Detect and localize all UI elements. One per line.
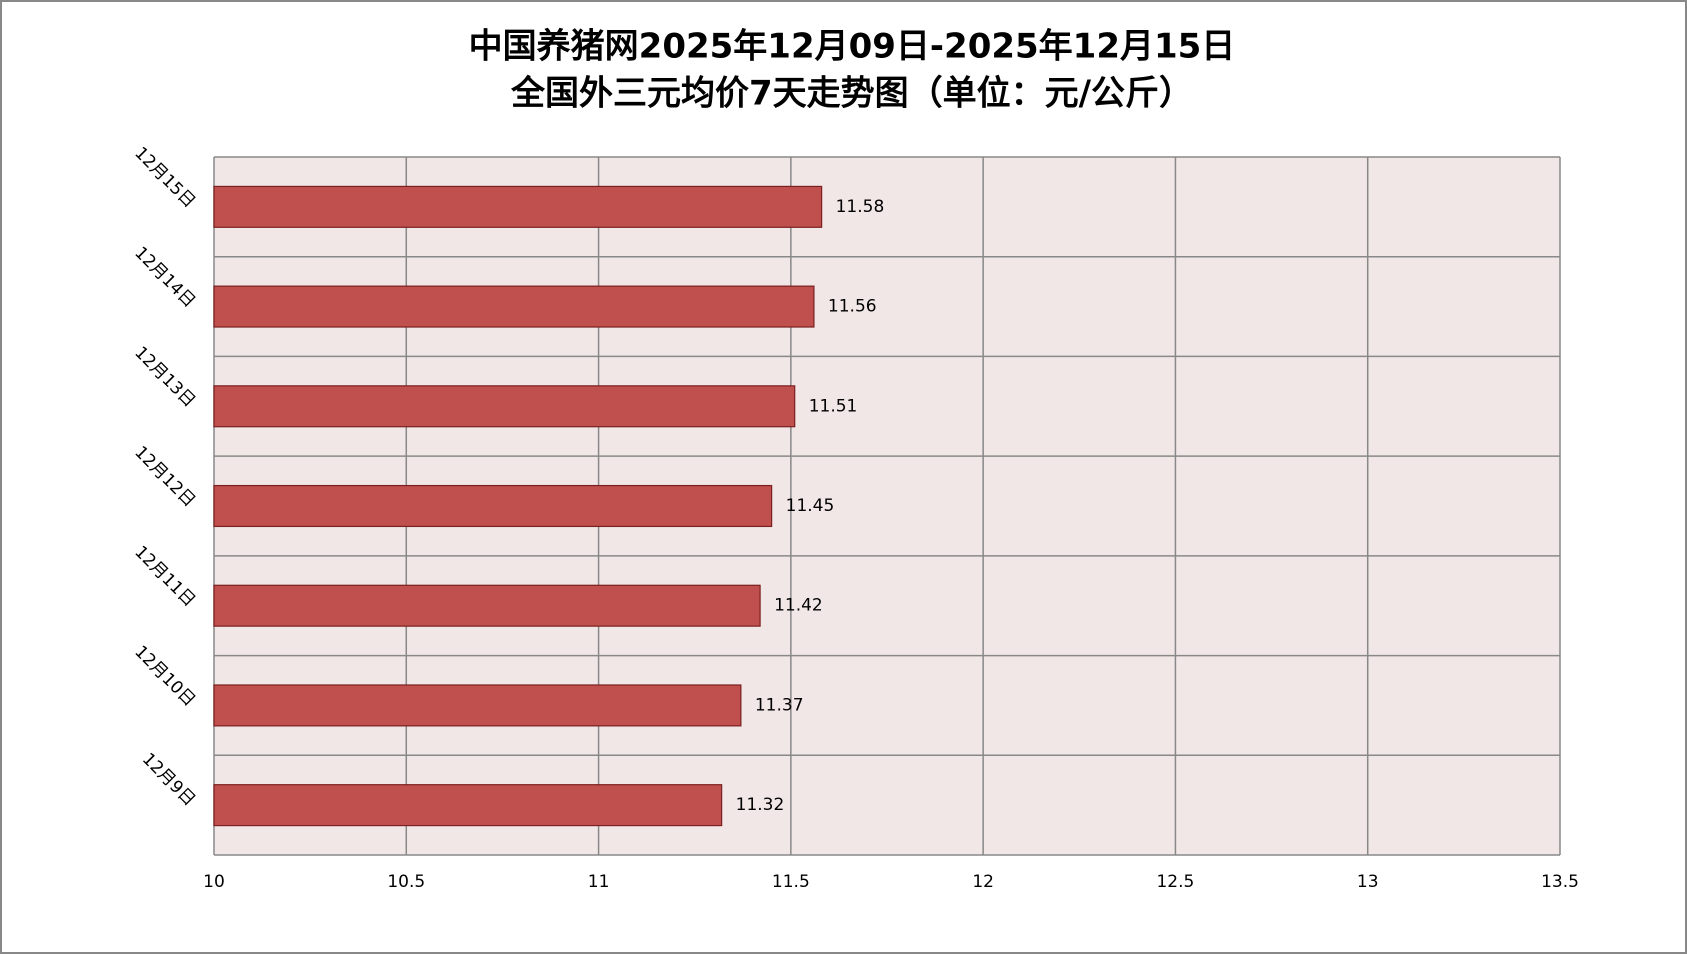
value-label: 11.42 xyxy=(774,596,823,616)
x-tick-label: 11.5 xyxy=(772,872,810,892)
value-label: 11.32 xyxy=(736,795,785,815)
x-tick-label: 12.5 xyxy=(1156,872,1194,892)
bar xyxy=(213,784,723,827)
x-tick-label: 13 xyxy=(1357,872,1379,892)
bar xyxy=(213,484,773,528)
value-label: 11.58 xyxy=(836,197,885,217)
x-tick-label: 10 xyxy=(203,872,225,892)
chart-title: 中国养猪网2025年12月09日-2025年12月15日 xyxy=(469,27,1236,67)
bar xyxy=(213,385,796,428)
x-tick-label: 11 xyxy=(588,872,610,892)
bar xyxy=(213,185,823,228)
bar xyxy=(213,584,761,627)
chart-subtitle: 全国外三元均价7天走势图（单位：元/公斤） xyxy=(510,74,1193,114)
value-label: 11.45 xyxy=(786,496,835,516)
x-tick-label: 10.5 xyxy=(387,872,425,892)
x-tick-label: 12 xyxy=(972,872,994,892)
bar xyxy=(213,684,742,727)
value-label: 11.56 xyxy=(828,297,877,317)
x-tick-label: 13.5 xyxy=(1541,872,1579,892)
value-label: 11.37 xyxy=(755,695,804,715)
value-label: 11.51 xyxy=(809,396,858,416)
bar xyxy=(213,285,815,328)
